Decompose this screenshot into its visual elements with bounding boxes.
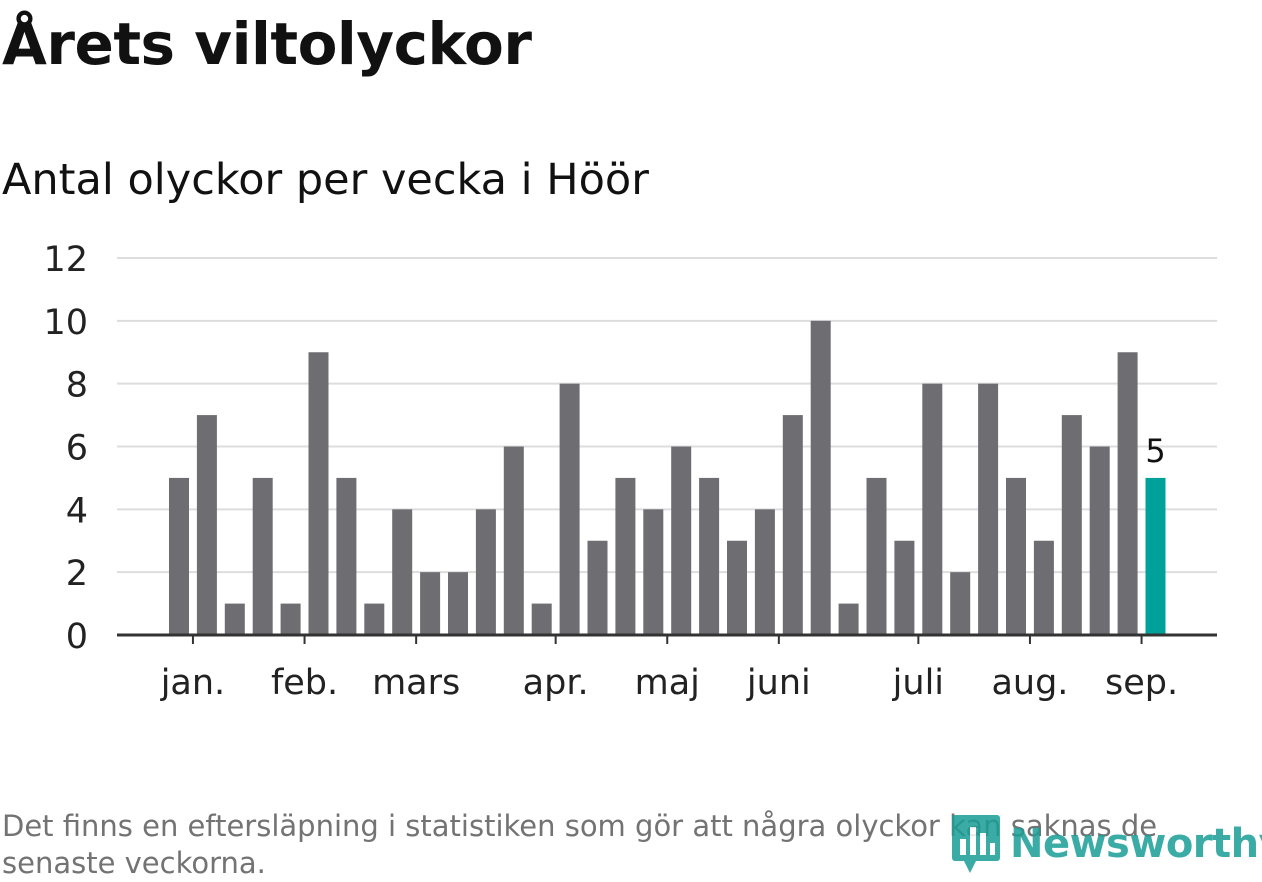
bar: [866, 477, 887, 635]
bar: [643, 509, 664, 635]
newsworthy-logo: Newsworthy: [950, 812, 1262, 876]
x-tick-label: sep.: [1105, 663, 1178, 703]
bar: [1033, 540, 1054, 635]
y-tick-label: 2: [66, 554, 88, 594]
bar: [922, 383, 943, 635]
bar: [503, 446, 524, 635]
bar: [252, 477, 273, 635]
bar: [531, 603, 552, 635]
weekly-accidents-bar-chart: 0 2 4 6 8 10 12 jan. feb. mars apr. maj juni juli aug…: [43, 240, 1217, 703]
bar-highlighted: [1145, 477, 1166, 635]
x-tick-label: jan.: [160, 663, 225, 703]
bar: [475, 509, 496, 635]
bar: [448, 572, 468, 635]
bar: [1061, 415, 1082, 635]
bar: [280, 603, 301, 635]
bar: [754, 509, 775, 635]
bar: [671, 446, 692, 635]
bar: [1089, 446, 1110, 635]
bar: [587, 540, 608, 635]
bar: [727, 540, 747, 635]
x-tick-label: apr.: [523, 663, 589, 703]
x-tick-label: maj: [635, 663, 700, 703]
bar: [950, 572, 971, 635]
bar: [699, 477, 720, 635]
bar: [810, 320, 831, 635]
bar: [308, 352, 329, 635]
bar-chart-speech-bubble-icon: [952, 815, 1000, 873]
y-tick-label: 10: [43, 303, 88, 343]
x-tick-label: feb.: [271, 663, 338, 703]
data-labels: 5: [1145, 432, 1165, 470]
bar: [392, 509, 413, 635]
bar: [978, 383, 999, 635]
bar: [782, 415, 803, 635]
bar: [196, 415, 217, 635]
y-tick-label: 12: [43, 240, 88, 280]
bar: [615, 477, 636, 635]
x-tick-label: juni: [746, 663, 811, 703]
bars: [169, 320, 1166, 635]
x-tick-label: juli: [892, 663, 944, 703]
bar: [420, 572, 441, 635]
y-tick-label: 4: [66, 491, 88, 531]
data-label: 5: [1145, 432, 1165, 470]
x-tick-label: mars: [372, 663, 460, 703]
y-axis-ticks: 0 2 4 6 8 10 12: [43, 240, 88, 657]
bar: [1117, 352, 1138, 635]
bar: [894, 540, 915, 635]
chart-title: Årets viltolyckor: [2, 10, 532, 78]
logo-text: Newsworthy: [1010, 821, 1262, 867]
chart-subtitle: Antal olyckor per vecka i Höör: [2, 155, 649, 205]
bar: [559, 383, 580, 635]
bar: [838, 603, 859, 635]
gridlines: [117, 257, 1217, 574]
bar: [1006, 477, 1026, 635]
bar: [169, 477, 189, 635]
bar: [336, 477, 357, 635]
y-tick-label: 8: [66, 366, 88, 406]
x-tick-label: aug.: [991, 663, 1068, 703]
x-axis: jan. feb. mars apr. maj juni juli aug. sep.: [117, 633, 1217, 703]
y-tick-label: 0: [66, 617, 88, 657]
y-tick-label: 6: [66, 429, 88, 469]
bar: [224, 603, 245, 635]
bar: [364, 603, 385, 635]
